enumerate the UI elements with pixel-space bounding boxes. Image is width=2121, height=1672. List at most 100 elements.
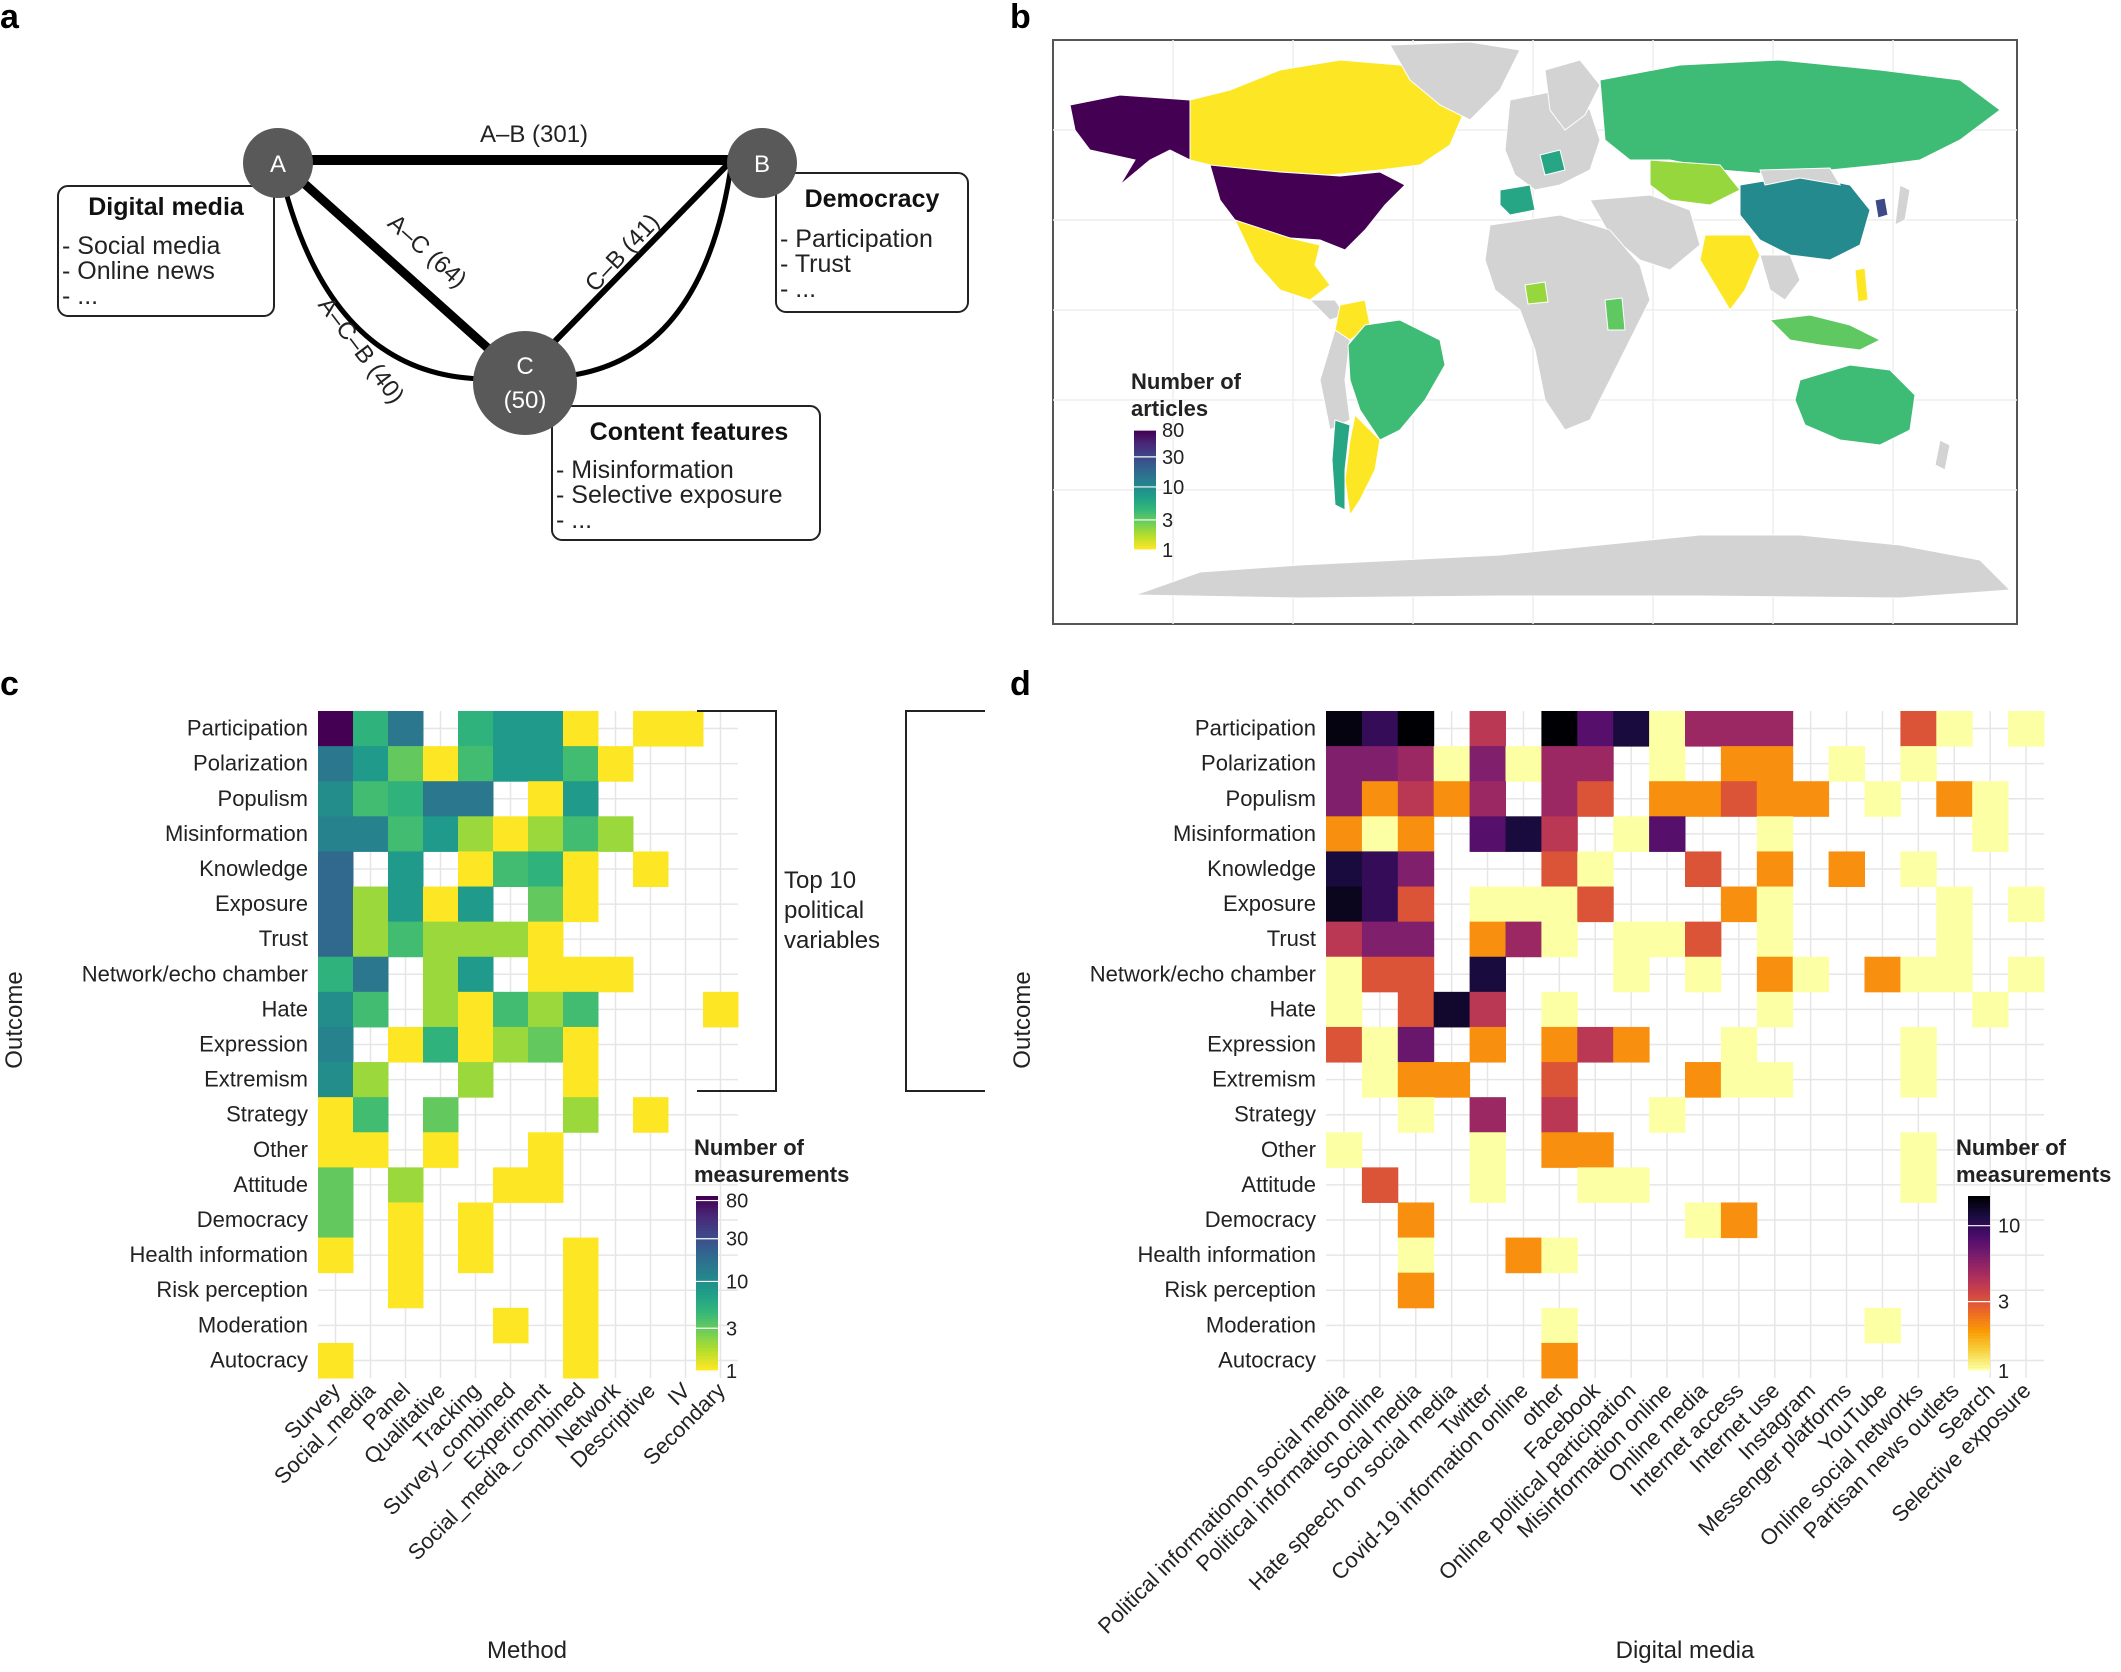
y-tick-label-extremism: Extremism xyxy=(1212,1067,1316,1092)
y-tick-label-moderation: Moderation xyxy=(198,1312,308,1337)
legend-swatch xyxy=(1968,1213,1990,1218)
heatmap-cell-strategy-survey xyxy=(318,1097,354,1133)
heatmap-cell-polarization-covid-19-information-online xyxy=(1505,746,1542,782)
legend-tick-label: 3 xyxy=(726,1318,737,1340)
heatmap-cell-misinformation-experiment xyxy=(528,816,564,852)
heatmap-cell-network-echo-chamber-social-media xyxy=(1397,956,1435,993)
map-legend-swatch xyxy=(1134,546,1156,549)
heatmap-cell-strategy-qualitative xyxy=(423,1097,459,1133)
heatmap-cell-populism-other xyxy=(1541,781,1578,817)
heatmap-cell-other-experiment xyxy=(528,1132,564,1168)
heatmap-cell-strategy-social-media xyxy=(1397,1097,1435,1133)
heatmap-cell-extremism-social-media xyxy=(353,1062,389,1098)
y-tick-label-exposure: Exposure xyxy=(215,891,308,916)
heatmap-cell-exposure-other xyxy=(1541,886,1578,923)
map-country-chile xyxy=(1331,419,1351,511)
legend-swatch xyxy=(1968,1216,1990,1220)
heatmap-cell-hate-political-informationon-social-media xyxy=(1326,991,1363,1028)
map-legend-swatch xyxy=(1134,470,1156,473)
heatmap-cell-trust-online-political-participation xyxy=(1613,921,1650,958)
legend-swatch xyxy=(696,1268,718,1273)
y-tick-label-network-echo-chamber: Network/echo chamber xyxy=(82,961,308,986)
heatmap-cell-participation-online-political-participation xyxy=(1613,711,1650,747)
legend-swatch xyxy=(1968,1286,1990,1290)
legend-swatch xyxy=(1968,1219,1990,1223)
map-legend-swatch xyxy=(1134,480,1156,483)
legend-swatch xyxy=(696,1251,718,1255)
heatmap-cell-trust-tracking xyxy=(458,921,494,958)
heatmap-cell-trust-panel xyxy=(388,921,424,958)
heatmap-cell-democracy-tracking xyxy=(458,1202,494,1239)
heatmap-cell-trust-social-media xyxy=(1397,921,1435,958)
heatmap-cell-autocracy-social-media-combined xyxy=(563,1342,599,1379)
map-legend-swatch xyxy=(1134,548,1156,551)
heatmap-cell-knowledge-experiment xyxy=(528,851,564,888)
edge-label-c-b: C–B (41) xyxy=(580,209,665,298)
heatmap-cell-misinformation-twitter xyxy=(1469,816,1506,852)
y-tick-label-strategy: Strategy xyxy=(226,1102,308,1127)
map-legend-tick-label: 80 xyxy=(1162,420,1184,442)
map-country-australia xyxy=(1794,364,1916,446)
map-legend-swatch xyxy=(1134,430,1156,433)
legend-swatch xyxy=(1968,1277,1990,1282)
legend-swatch xyxy=(1968,1263,1990,1267)
legend-swatch xyxy=(1968,1356,1990,1360)
map-legend-swatch xyxy=(1134,432,1156,435)
heatmap-cell-populism-social-media xyxy=(1397,781,1435,817)
heatmap-cell-strategy-other xyxy=(1541,1097,1578,1133)
heatmap-cell-extremism-tracking xyxy=(458,1062,494,1098)
legend-swatch xyxy=(1968,1336,1990,1340)
y-tick-label-risk-perception: Risk perception xyxy=(156,1277,308,1302)
map-legend-swatch xyxy=(1134,450,1156,453)
heatmap-cell-polarization-experiment xyxy=(528,746,564,782)
heatmap-cell-trust-twitter xyxy=(1469,921,1506,958)
y-tick-label-misinformation: Misinformation xyxy=(1173,821,1316,846)
map-country-india xyxy=(1699,234,1761,311)
legend-swatch xyxy=(1968,1318,1990,1323)
heatmap-cell-expression-political-information-online xyxy=(1361,1026,1399,1063)
heatmap-cell-misinformation-misinformation-online xyxy=(1649,816,1686,852)
legend-swatch xyxy=(696,1280,718,1285)
heatmap-cell-network-echo-chamber-survey xyxy=(318,956,354,993)
legend-swatch xyxy=(1968,1333,1990,1337)
legend-swatch xyxy=(1968,1350,1990,1355)
heatmap-cell-extremism-hate-speech-on-social-media xyxy=(1433,1062,1471,1098)
heatmap-cell-other-political-informationon-social-media xyxy=(1326,1132,1363,1168)
legend-swatch xyxy=(1968,1239,1990,1244)
legend-swatch xyxy=(696,1266,718,1270)
legend-swatch xyxy=(1968,1198,1990,1203)
heatmap-cell-participation-online-social-networks xyxy=(1900,711,1937,747)
legend-tick-label: 1 xyxy=(726,1361,737,1383)
legend-swatch xyxy=(1968,1231,1990,1235)
map-legend-swatch xyxy=(1134,498,1156,501)
heatmap-cell-trust-experiment xyxy=(528,921,564,958)
heatmap-cell-strategy-descriptive xyxy=(633,1097,669,1133)
legend-swatch xyxy=(696,1353,718,1358)
node-a-label: A xyxy=(270,151,286,178)
heatmap-cell-populism-survey xyxy=(318,781,354,817)
legend-swatch xyxy=(696,1327,718,1331)
legend-swatch xyxy=(696,1315,718,1320)
legend-swatch xyxy=(696,1324,718,1328)
heatmap-cell-polarization-political-informationon-social-media xyxy=(1326,746,1363,782)
heatmap-cell-expression-survey-combined xyxy=(493,1026,529,1063)
box-democracy-item-2: - Trust xyxy=(780,250,851,278)
map-country-greenland xyxy=(1389,41,1521,121)
heatmap-cell-participation-internet-use xyxy=(1756,711,1794,747)
map-legend-swatch xyxy=(1134,488,1156,491)
y-tick-label-extremism: Extremism xyxy=(204,1067,308,1092)
heatmap-cell-polarization-other xyxy=(1541,746,1578,782)
node-c-count: (50) xyxy=(504,387,547,414)
heatmap-cell-autocracy-survey xyxy=(318,1342,354,1379)
heatmap-cell-knowledge-messenger-platforms xyxy=(1828,851,1865,888)
box-content-features-item-1: - Misinformation xyxy=(556,456,734,484)
heatmap-cell-autocracy-other xyxy=(1541,1342,1578,1379)
y-tick-label-democracy: Democracy xyxy=(197,1207,308,1232)
heatmap-cell-other-other xyxy=(1541,1132,1578,1168)
legend-swatch xyxy=(696,1274,718,1279)
heatmap-cell-hate-twitter xyxy=(1469,991,1506,1028)
heatmap-cell-health-information-social-media-combined xyxy=(563,1237,599,1274)
box-content-features-item-2: - Selective exposure xyxy=(556,481,783,509)
heatmap-cell-exposure-experiment xyxy=(528,886,564,923)
y-tick-label-health-information: Health information xyxy=(1137,1242,1316,1267)
